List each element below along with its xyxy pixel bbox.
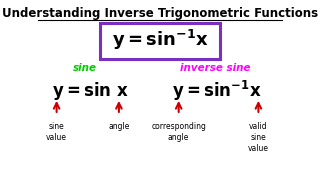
Text: $\mathbf{y = sin\ x}$: $\mathbf{y = sin\ x}$ (52, 80, 129, 102)
Text: $\mathbf{y = sin^{-1}x}$: $\mathbf{y = sin^{-1}x}$ (172, 79, 262, 103)
Text: angle: angle (108, 122, 130, 131)
FancyBboxPatch shape (100, 23, 220, 59)
Text: inverse sine: inverse sine (180, 63, 250, 73)
Text: $\mathbf{y = sin^{-1}x}$: $\mathbf{y = sin^{-1}x}$ (112, 28, 208, 52)
Text: sine
value: sine value (46, 122, 67, 142)
Text: valid
sine
value: valid sine value (248, 122, 269, 153)
Text: Understanding Inverse Trigonometric Functions: Understanding Inverse Trigonometric Func… (2, 7, 318, 20)
Text: corresponding
angle: corresponding angle (151, 122, 206, 142)
Text: sine: sine (73, 63, 97, 73)
